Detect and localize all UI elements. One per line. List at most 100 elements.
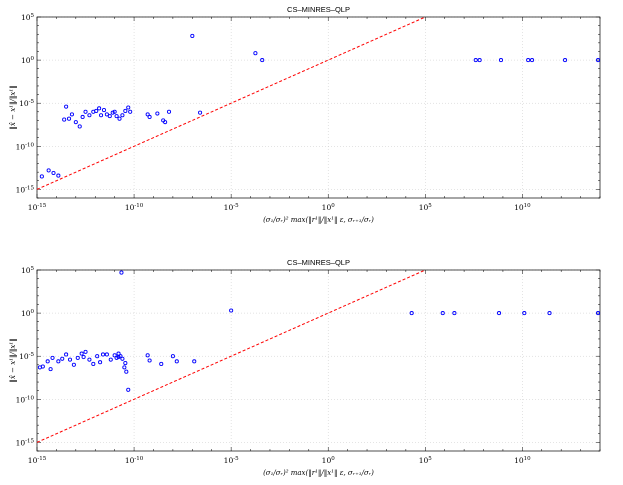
reference-line — [36, 16, 426, 190]
data-point — [166, 109, 172, 114]
data-point — [73, 120, 78, 125]
data-point — [596, 311, 601, 316]
data-point — [56, 359, 61, 364]
data-point — [117, 116, 122, 121]
data-point — [104, 352, 109, 357]
data-point — [69, 112, 74, 117]
data-point — [253, 51, 258, 56]
data-point — [163, 120, 168, 125]
data-point — [120, 356, 125, 361]
data-point — [145, 112, 150, 117]
x-tick-label: 105 — [419, 456, 433, 465]
data-point — [526, 58, 531, 63]
y-tick-label: 10-10 — [16, 395, 35, 404]
data-point — [190, 33, 195, 39]
x-tick-label: 105 — [419, 203, 433, 212]
data-point — [477, 58, 482, 63]
data-point — [45, 359, 50, 364]
data-point — [114, 355, 119, 360]
x-axis-label: (σ₁/σᵣ)² max(‖r¹‖/‖x¹‖ ε, σᵣ₊₁/σᵣ) — [263, 216, 374, 224]
data-point — [50, 355, 55, 360]
data-point — [71, 362, 76, 367]
y-tick-label: 105 — [21, 13, 35, 22]
data-point — [145, 353, 150, 358]
data-point — [198, 110, 203, 115]
data-point — [114, 114, 119, 119]
data-point — [39, 174, 44, 179]
data-point — [128, 109, 133, 114]
data-point — [260, 58, 265, 63]
data-point — [112, 109, 117, 114]
data-point — [596, 58, 601, 63]
reference-line — [36, 269, 426, 443]
data-point — [80, 114, 85, 120]
chart-panel-1: 10-15 10-10 10-5 100 105 1010 10-15 10-10 10-5 10… — [8, 5, 601, 224]
data-point — [64, 104, 69, 109]
data-point — [60, 356, 65, 361]
data-point — [123, 108, 128, 113]
data-point — [126, 387, 131, 392]
y-tick-label: 10-5 — [19, 99, 34, 108]
data-point — [94, 108, 99, 113]
data-point — [155, 111, 160, 116]
data-point — [170, 354, 175, 359]
y-tick-label: 100 — [21, 309, 35, 318]
data-point — [147, 114, 152, 120]
data-point — [104, 112, 109, 117]
y-axis-label: ‖x̂ − x¹‖/‖x¹‖ — [8, 85, 17, 129]
data-point — [440, 311, 445, 316]
y-tick-label: 10-15 — [16, 185, 35, 194]
data-point — [101, 108, 107, 113]
data-point — [81, 355, 86, 360]
chart-title: CS–MINRES–QLP — [287, 5, 350, 14]
x-tick-label: 10-5 — [224, 203, 239, 212]
x-axis-label: (σ₁/σᵣ)² max(‖r¹‖/‖x¹‖ ε, σᵣ₊₁/σᵣ) — [263, 469, 374, 477]
data-point — [108, 357, 113, 362]
x-tick-label: 10-10 — [125, 456, 144, 465]
data-point — [56, 173, 61, 178]
data-point — [229, 308, 234, 313]
data-point — [97, 106, 102, 111]
data-point — [498, 58, 504, 63]
plot-area — [36, 16, 601, 199]
data-point — [116, 355, 121, 360]
data-point — [496, 311, 502, 316]
x-tick-label: 100 — [322, 456, 336, 465]
data-point — [75, 355, 80, 360]
data-point — [147, 358, 152, 363]
data-point — [119, 270, 124, 275]
data-point — [112, 353, 117, 358]
data-point — [51, 170, 56, 176]
data-point — [120, 113, 125, 118]
data-point — [77, 124, 82, 129]
x-tick-label: 10-15 — [28, 456, 47, 465]
y-tick-label: 100 — [21, 56, 35, 65]
data-point — [99, 113, 104, 118]
data-point — [159, 361, 164, 366]
data-point — [118, 354, 123, 359]
data-point — [563, 58, 568, 63]
chart-panel-2: 10-15 10-10 10-5 100 105 1010 10-15 10-10 10-5 10… — [8, 258, 601, 477]
y-tick-label: 10-10 — [16, 142, 35, 151]
data-point — [547, 311, 552, 316]
data-point — [174, 359, 179, 364]
y-axis-label: ‖x̂ − x¹‖/‖x¹‖ — [8, 338, 17, 382]
data-point — [452, 311, 457, 316]
x-tick-label: 10-15 — [28, 203, 47, 212]
data-point — [473, 58, 478, 63]
plot-area — [36, 269, 601, 452]
data-point — [40, 364, 45, 369]
x-tick-label: 1010 — [514, 203, 531, 212]
x-tick-label: 1010 — [514, 456, 531, 465]
x-tick-label: 10-5 — [224, 456, 239, 465]
data-point — [79, 351, 84, 356]
data-point — [64, 352, 69, 357]
data-point — [67, 357, 73, 362]
data-point — [409, 311, 414, 316]
data-point — [522, 311, 527, 316]
data-point — [83, 109, 88, 114]
data-point — [95, 354, 100, 359]
data-point — [107, 114, 112, 119]
